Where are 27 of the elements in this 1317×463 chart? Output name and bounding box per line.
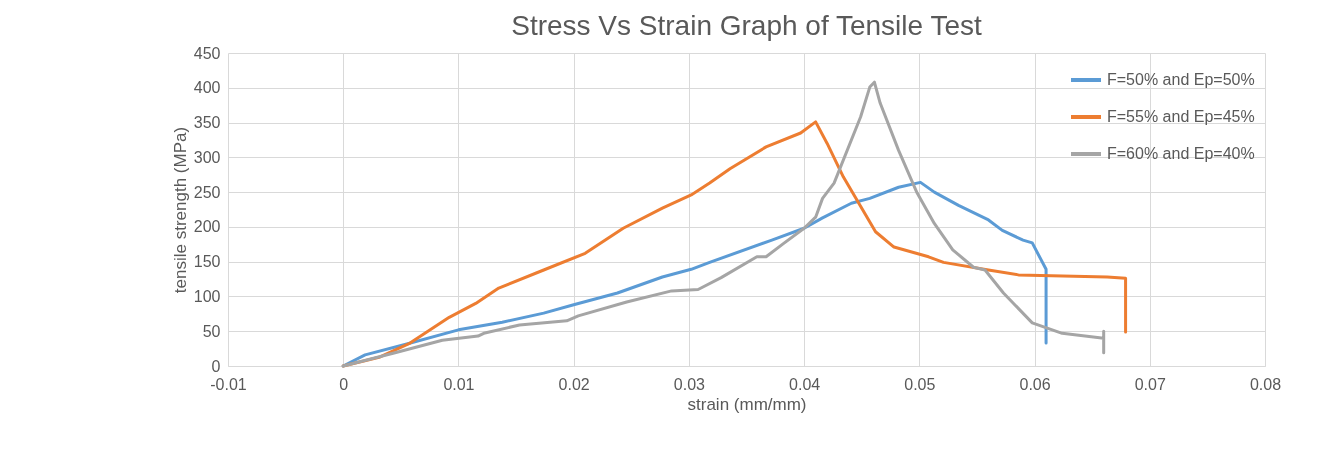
x-tick-label: -0.01 [210,375,247,393]
y-tick-label: 150 [193,253,221,271]
y-axis-title: tensile strength (MPa) [170,126,190,294]
x-tick-label: 0.04 [789,375,821,393]
y-tick-label: 0 [211,357,221,375]
y-tick-label: 250 [193,183,221,201]
x-tick-label: 0.05 [904,375,936,393]
x-tick-label: 0.03 [673,375,706,393]
x-tick-label: 0.06 [1019,375,1051,393]
y-tick-label: 100 [193,287,221,305]
y-tick-label: 450 [193,44,221,62]
legend-label: F=60% and Ep=40% [1107,145,1255,162]
y-tick-label: 200 [193,218,221,236]
x-tick-label: 0.07 [1134,375,1166,393]
y-tick-label: 400 [193,79,221,97]
x-tick-label: 0.02 [558,375,590,393]
x-tick-label: 0 [339,375,349,393]
x-tick-label: 0.08 [1249,375,1282,393]
chart-title: Stress Vs Strain Graph of Tensile Test [511,10,982,41]
y-tick-label: 350 [193,114,221,132]
y-tick-label: 50 [202,322,221,340]
legend-label: F=50% and Ep=50% [1107,71,1255,88]
legend-label: F=55% and Ep=45% [1107,108,1255,125]
x-axis-title: strain (mm/mm) [687,394,807,414]
x-tick-label: 0.01 [443,375,475,393]
line-series [341,80,1106,368]
y-tick-label: 300 [193,148,221,166]
